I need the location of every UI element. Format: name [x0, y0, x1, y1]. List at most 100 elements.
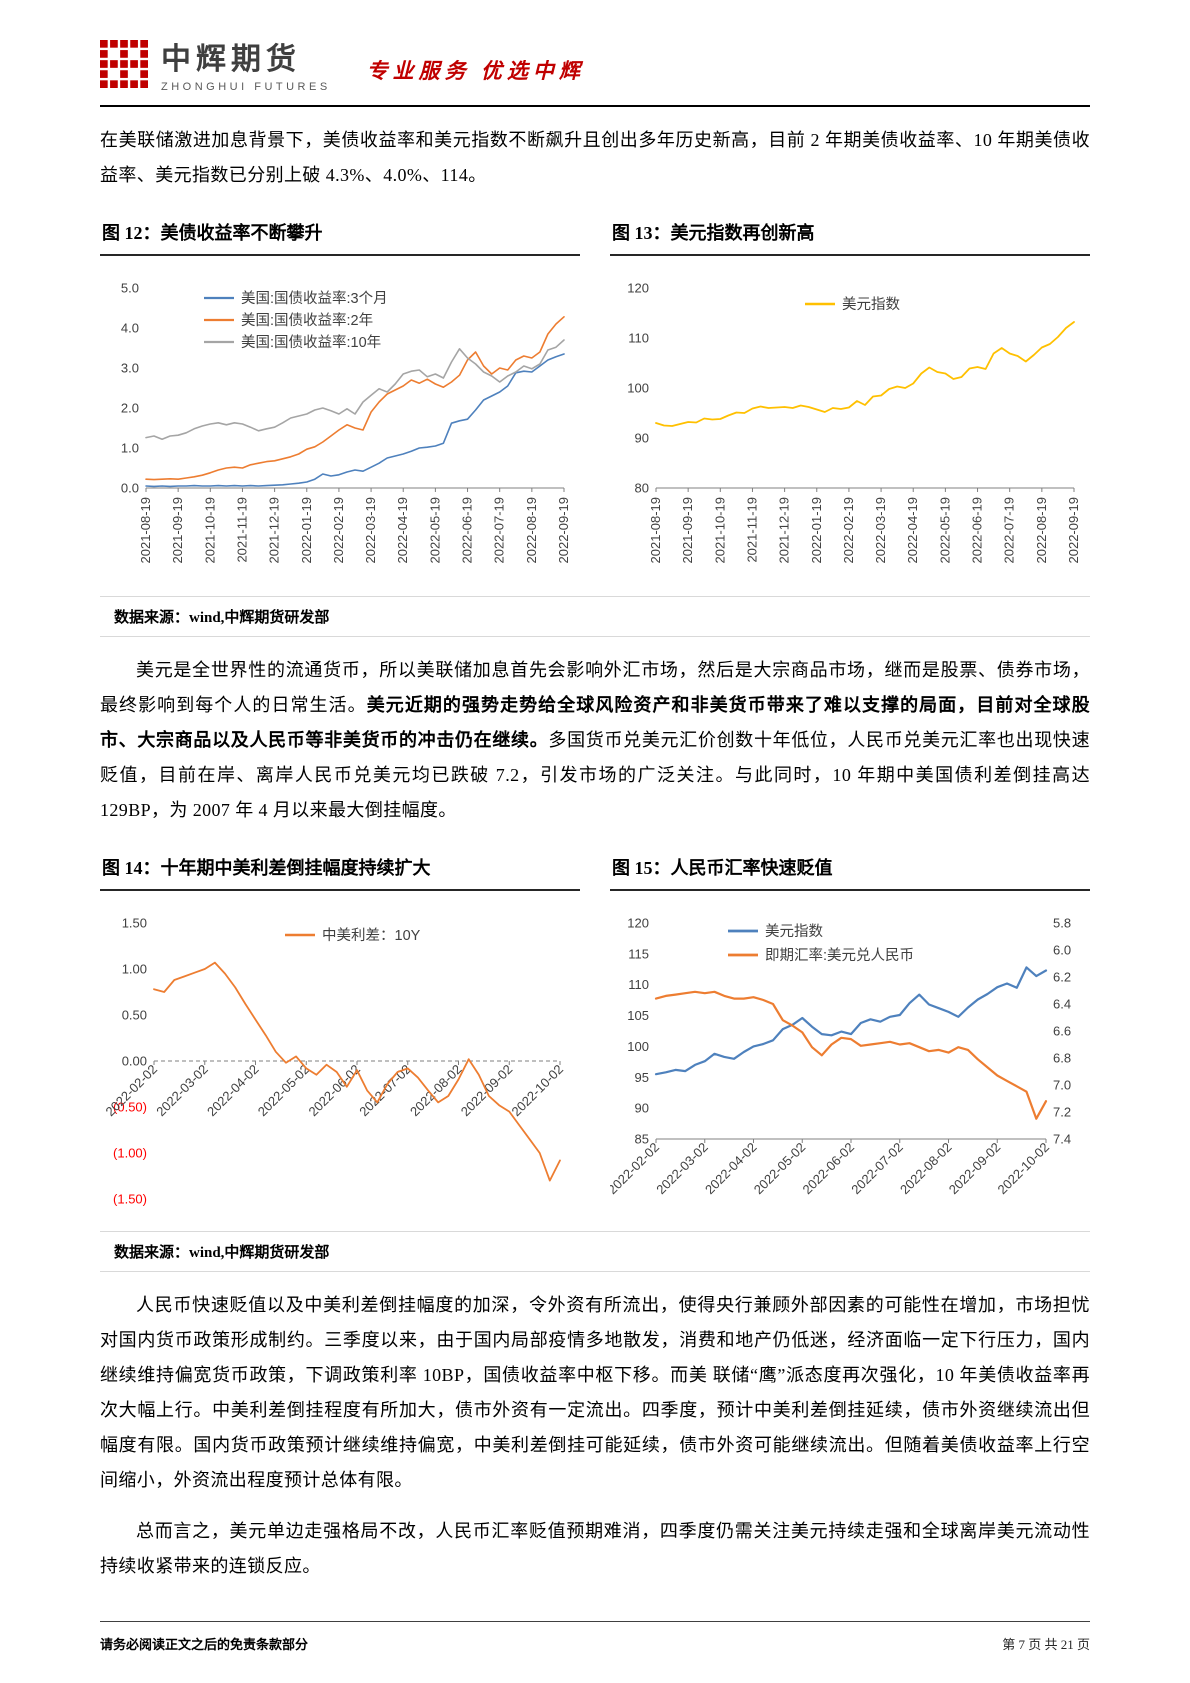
report-header: 中辉期货 ZHONGHUI FUTURES 专业服务 优选中辉: [100, 34, 1090, 107]
svg-text:2022-06-19: 2022-06-19: [970, 497, 985, 564]
svg-text:(1.00): (1.00): [113, 1146, 147, 1161]
svg-text:2021-08-19: 2021-08-19: [648, 497, 663, 564]
brand-text: 中辉期货 ZHONGHUI FUTURES: [161, 34, 331, 93]
brand-subtitle: ZHONGHUI FUTURES: [161, 81, 331, 93]
svg-text:(1.50): (1.50): [113, 1192, 147, 1207]
svg-text:100: 100: [627, 1039, 649, 1054]
svg-text:1.50: 1.50: [122, 916, 147, 931]
figure-row-1: 图 12：美债收益率不断攀升 5.0 4.0 3.0 2.0 1.0 0.0 2021-08…: [100, 219, 1090, 580]
figure-row-2: 图 14：十年期中美利差倒挂幅度持续扩大 1.50 1.00 0.50 0.00 (0.…: [100, 854, 1090, 1215]
svg-text:0.50: 0.50: [122, 1008, 147, 1023]
svg-text:7.4: 7.4: [1053, 1132, 1071, 1147]
figure-13: 图 13：美元指数再创新高 120 110 100 90 80 2021-08-19 202…: [610, 219, 1090, 580]
intro-paragraph: 在美联储激进加息背景下，美债收益率和美元指数不断飙升且创出多年历史新高，目前 2…: [100, 130, 1090, 185]
svg-text:2021-08-19: 2021-08-19: [138, 497, 153, 564]
svg-text:中美利差：10Y: 中美利差：10Y: [322, 927, 421, 944]
svg-text:2022-07-02: 2022-07-02: [848, 1140, 906, 1198]
figure-12: 图 12：美债收益率不断攀升 5.0 4.0 3.0 2.0 1.0 0.0 2021-08…: [100, 219, 580, 580]
svg-text:2022-04-19: 2022-04-19: [905, 497, 920, 564]
svg-text:3.0: 3.0: [121, 361, 139, 376]
svg-text:1.00: 1.00: [122, 962, 147, 977]
svg-text:95: 95: [635, 1070, 649, 1085]
svg-text:5.8: 5.8: [1053, 916, 1071, 931]
svg-text:2022-04-19: 2022-04-19: [395, 497, 410, 564]
svg-text:120: 120: [627, 281, 649, 296]
cn-us-spread-chart: 1.50 1.00 0.50 0.00 (0.50) (1.00) (1.50) 2022-0…: [102, 916, 566, 1207]
analysis-paragraph-2: 人民币快速贬值以及中美利差倒挂幅度的加深，令外资有所流出，使得央行兼顾外部因素的…: [100, 1295, 1090, 1490]
svg-text:2022-03-02: 2022-03-02: [653, 1140, 711, 1198]
svg-text:2022-08-19: 2022-08-19: [524, 497, 539, 564]
svg-text:90: 90: [635, 1101, 649, 1116]
svg-text:2022-03-02: 2022-03-02: [153, 1062, 211, 1120]
svg-text:6.4: 6.4: [1053, 997, 1071, 1012]
analysis-paragraph-1: 美元是全世界性的流通货币，所以美联储加息首先会影响外汇市场，然后是大宗商品市场，…: [100, 660, 1090, 820]
svg-text:4.0: 4.0: [121, 321, 139, 336]
figure-14-title: 图 14：十年期中美利差倒挂幅度持续扩大: [100, 854, 580, 891]
brand-logo-icon: [100, 39, 148, 88]
svg-text:2021-10-19: 2021-10-19: [712, 497, 727, 564]
svg-text:7.0: 7.0: [1053, 1078, 1071, 1093]
svg-text:2022-04-02: 2022-04-02: [204, 1062, 262, 1120]
svg-text:2022-09-19: 2022-09-19: [556, 497, 571, 564]
figure-15: 图 15：人民币汇率快速贬值 120 115 110 105 100 95 90 85 5.8 6…: [610, 854, 1090, 1215]
svg-text:1.0: 1.0: [121, 441, 139, 456]
svg-text:2022-02-19: 2022-02-19: [331, 497, 346, 564]
svg-text:2021-10-19: 2021-10-19: [202, 497, 217, 564]
svg-text:2022-09-02: 2022-09-02: [946, 1140, 1004, 1198]
svg-text:2022-05-19: 2022-05-19: [937, 497, 952, 564]
svg-text:2022-10-02: 2022-10-02: [994, 1140, 1052, 1198]
svg-text:2022-03-19: 2022-03-19: [363, 497, 378, 564]
svg-text:2021-09-19: 2021-09-19: [680, 497, 695, 564]
svg-text:100: 100: [627, 381, 649, 396]
svg-text:6.8: 6.8: [1053, 1051, 1071, 1066]
figure-13-title: 图 13：美元指数再创新高: [610, 219, 1090, 256]
svg-text:2022-01-19: 2022-01-19: [299, 497, 314, 564]
svg-text:2022-05-02: 2022-05-02: [255, 1062, 313, 1120]
svg-text:美元指数: 美元指数: [842, 296, 900, 313]
svg-text:即期汇率:美元兑人民币: 即期汇率:美元兑人民币: [765, 947, 914, 964]
svg-text:0.0: 0.0: [121, 481, 139, 496]
svg-text:6.0: 6.0: [1053, 943, 1071, 958]
svg-text:2022-05-19: 2022-05-19: [427, 497, 442, 564]
brand: 中辉期货 ZHONGHUI FUTURES 专业服务 优选中辉: [100, 34, 1090, 93]
header-divider: [100, 105, 1090, 107]
svg-text:2022-06-19: 2022-06-19: [460, 497, 475, 564]
brand-name: 中辉期货: [161, 43, 301, 76]
svg-text:美国:国债收益率:2年: 美国:国债收益率:2年: [241, 312, 373, 329]
figure-12-title: 图 12：美债收益率不断攀升: [100, 219, 580, 256]
svg-text:110: 110: [628, 331, 649, 346]
svg-text:2021-11-19: 2021-11-19: [234, 497, 249, 563]
data-source-note-1: 数据来源：wind,中辉期货研发部: [100, 596, 1090, 637]
svg-text:115: 115: [628, 946, 649, 961]
svg-text:2022-10-02: 2022-10-02: [508, 1062, 566, 1120]
svg-text:2022-06-02: 2022-06-02: [799, 1140, 857, 1198]
data-source-note-2: 数据来源：wind,中辉期货研发部: [100, 1231, 1090, 1272]
svg-text:0.00: 0.00: [122, 1054, 147, 1069]
figure-14: 图 14：十年期中美利差倒挂幅度持续扩大 1.50 1.00 0.50 0.00 (0.…: [100, 854, 580, 1215]
svg-text:2021-09-19: 2021-09-19: [170, 497, 185, 564]
svg-text:2022-04-02: 2022-04-02: [702, 1140, 760, 1198]
report-footer: 请务必阅读正文之后的免责条款部分 第 7 页 共 21 页: [100, 1621, 1090, 1653]
conclusion-paragraph: 总而言之，美元单边走强格局不改，人民币汇率贬值预期难消，四季度仍需关注美元持续走…: [100, 1521, 1090, 1576]
svg-text:7.2: 7.2: [1053, 1105, 1071, 1120]
svg-text:2021-12-19: 2021-12-19: [777, 497, 792, 564]
brand-tagline: 专业服务 优选中辉: [366, 58, 585, 83]
svg-text:2022-07-19: 2022-07-19: [492, 497, 507, 564]
svg-text:2022-08-19: 2022-08-19: [1034, 497, 1049, 564]
svg-text:2022-08-02: 2022-08-02: [407, 1062, 465, 1120]
svg-text:2022-09-19: 2022-09-19: [1066, 497, 1081, 564]
svg-text:6.6: 6.6: [1053, 1024, 1071, 1039]
cny-exchange-rate-chart: 120 115 110 105 100 95 90 85 5.8 6.0 6.2 6.4 6.6 6.8 7…: [610, 916, 1071, 1198]
svg-text:6.2: 6.2: [1053, 970, 1071, 985]
svg-text:2022-08-02: 2022-08-02: [897, 1140, 955, 1198]
svg-text:美国:国债收益率:10年: 美国:国债收益率:10年: [241, 334, 381, 351]
svg-text:美元指数: 美元指数: [765, 923, 823, 940]
svg-text:美国:国债收益率:3个月: 美国:国债收益率:3个月: [241, 290, 388, 307]
svg-text:80: 80: [635, 481, 649, 496]
svg-text:85: 85: [635, 1132, 649, 1147]
svg-text:120: 120: [627, 916, 649, 931]
page-number: 第 7 页 共 21 页: [1002, 1637, 1090, 1652]
svg-text:2021-12-19: 2021-12-19: [267, 497, 282, 564]
